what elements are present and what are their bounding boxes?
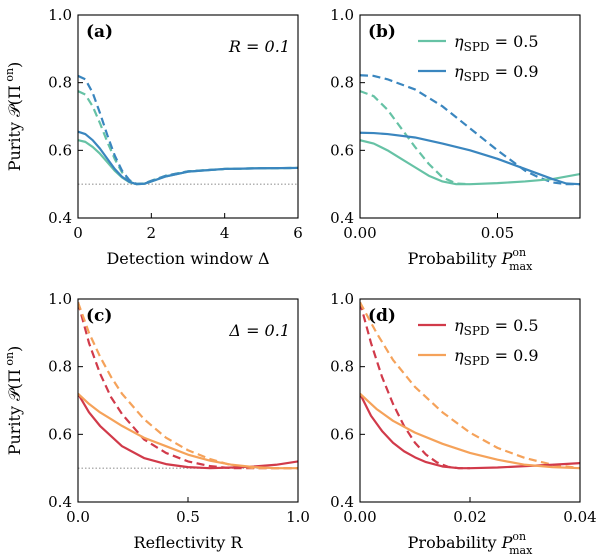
y-tick-label: 0.8: [330, 358, 354, 376]
y-tick-label: 0.8: [330, 74, 354, 92]
plot-area: [360, 74, 580, 186]
y-axis-label: Purity 𝒫(Π on): [3, 346, 24, 456]
annotation: Δ = 0.1: [228, 321, 290, 340]
x-tick-label: 0.02: [453, 508, 486, 526]
y-axis-label: Purity 𝒫(Π on): [3, 62, 24, 172]
legend-label: ηSPD = 0.9: [454, 62, 539, 84]
y-tick-label: 0.6: [330, 141, 354, 159]
series-line-3: [360, 139, 580, 186]
panel-d: 0.00 0.02 0.04 0.4 0.6 0.8 1.0 (d) Probability P…: [330, 290, 597, 557]
x-tick-label: 4: [220, 224, 230, 242]
x-tick-label: 6: [293, 224, 303, 242]
panel-c: 0.0 0.5 1.0 0.4 0.6 0.8 1.0 (c) Δ = 0.1 Reflectiv…: [3, 290, 310, 552]
y-tick-label: 0.6: [48, 425, 72, 443]
series-line-4: [360, 131, 580, 186]
series-line-2: [78, 302, 298, 470]
legend-label: ηSPD = 0.9: [454, 346, 539, 368]
y-tick-label: 0.4: [330, 209, 354, 227]
y-tick-label: 0.8: [48, 74, 72, 92]
x-tick-label: 0.00: [343, 224, 376, 242]
y-tick-label: 1.0: [330, 290, 354, 308]
x-axis-label: Probability Pon max: [408, 246, 533, 273]
x-axis-label: Detection window Δ: [106, 249, 269, 268]
x-tick-label: 0.0: [66, 508, 90, 526]
x-tick-label: 0.00: [343, 508, 376, 526]
x-tick-label: 1.0: [286, 508, 310, 526]
y-tick-label: 0.6: [330, 425, 354, 443]
y-tick-label: 0.6: [48, 141, 72, 159]
series-line-4: [360, 392, 580, 470]
x-tick-label: 0.05: [481, 224, 514, 242]
panel-label: (d): [368, 306, 396, 326]
y-tick-label: 1.0: [48, 290, 72, 308]
panel-label: (a): [86, 22, 113, 42]
x-tick-label: 0.04: [563, 508, 596, 526]
plot-area: [78, 302, 298, 470]
y-tick-label: 0.4: [48, 493, 72, 511]
axes-frame: [359, 14, 581, 219]
panel-a: 0 2 4 6 0.4 0.6 0.8 1.0 (a) R = 0.1 Detection wind…: [3, 6, 303, 268]
series-line-4: [78, 392, 298, 470]
x-axis-label: Reflectivity R: [134, 533, 244, 552]
series-line-1: [78, 90, 298, 185]
x-axis-label: Probability Pon max: [408, 530, 533, 557]
panel-b: 0.00 0.05 0.4 0.6 0.8 1.0 (b) Probability Pon ma…: [330, 6, 581, 273]
series-line-3: [360, 393, 580, 470]
y-tick-label: 1.0: [48, 6, 72, 24]
legend-label: ηSPD = 0.5: [454, 316, 539, 338]
series-line-1: [360, 90, 471, 186]
series-line-2: [360, 301, 580, 470]
x-tick-label: 2: [147, 224, 157, 242]
series-line-1: [360, 302, 470, 470]
series-line-2: [360, 74, 580, 186]
annotation: R = 0.1: [228, 37, 290, 56]
y-tick-label: 0.4: [48, 209, 72, 227]
axes-frame: [77, 14, 299, 219]
x-tick-label: 0: [73, 224, 83, 242]
legend-label: ηSPD = 0.5: [454, 32, 539, 54]
panel-label: (b): [368, 22, 396, 42]
panel-label: (c): [86, 306, 112, 326]
plot-area: [78, 74, 298, 186]
x-tick-label: 0.5: [176, 508, 200, 526]
series-line-4: [78, 130, 298, 186]
y-tick-label: 0.8: [48, 358, 72, 376]
series-line-3: [78, 393, 298, 470]
y-tick-label: 0.4: [330, 493, 354, 511]
plot-area: [360, 301, 580, 470]
y-tick-label: 1.0: [330, 6, 354, 24]
